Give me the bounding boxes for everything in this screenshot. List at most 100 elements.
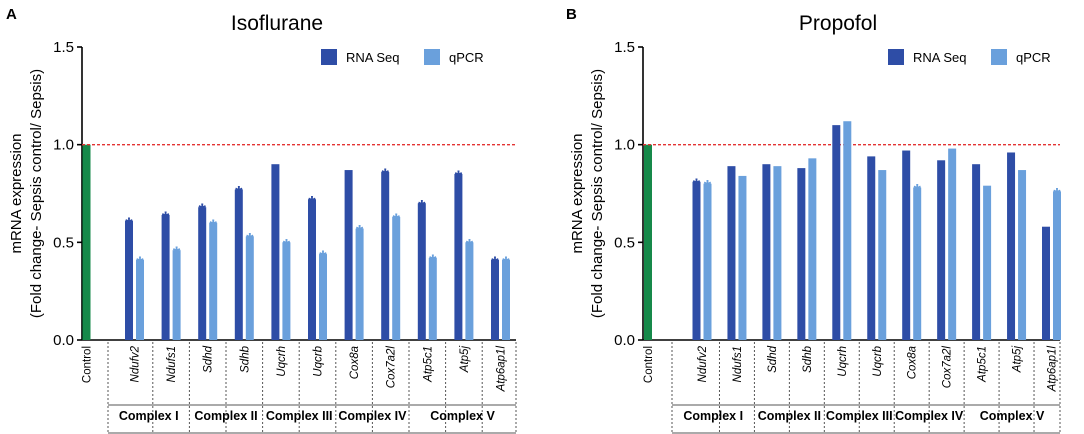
group-label-complex: Complex I [683,409,743,423]
bar-rnaseq-atp6ap1l [1042,226,1050,340]
bar-qpcr-atp6ap1l [502,259,510,340]
bar-rnaseq-cox7a2l [937,160,946,340]
x-tick-label-ndufs1: Ndufs1 [732,346,744,382]
panel-letter: A [6,6,17,23]
significance-marker: * [125,215,133,236]
x-tick-label-sdhb: Sdhb [239,345,251,372]
bar-qpcr-cox7a2l [392,216,401,340]
significance-marker: * [136,254,144,275]
bar-qpcr-uqcrh [282,242,291,340]
significance-marker: * [308,193,316,214]
bar-rnaseq-ndufs1 [161,214,170,340]
bar-rnaseq-ndufv2 [692,181,701,340]
y-tick-label: 0.5 [53,234,74,251]
significance-marker: * [429,252,437,273]
y-tick-label: 0.5 [614,234,635,251]
significance-marker: * [455,168,463,189]
significance-marker: * [466,236,474,257]
significance-marker: * [913,182,921,203]
bar-qpcr-sdhb [808,158,817,340]
significance-marker: * [209,217,217,238]
x-tick-label-cox8a: Cox8a [907,346,919,379]
bar-qpcr-atp5c1 [983,185,992,340]
bar-rnaseq-uqcrb [867,156,876,340]
group-label-complex: Complex IV [338,409,407,423]
bar-qpcr-sdhd [773,166,782,340]
y-axis-label: (Fold change- Sepsis control/ Sepsis) [28,69,45,318]
legend: RNA Seq qPCR [888,49,1051,65]
y-tick-label: 1.0 [53,137,74,154]
bar-qpcr-atp6ap1l [1053,191,1061,340]
significance-marker: * [1053,186,1061,207]
legend-swatch-rnaseq [321,49,337,65]
legend-swatch-qpcr [424,49,440,65]
x-tick-label-atp5c1: Atp5c1 [422,346,434,383]
bar-rnaseq-ndufv2 [125,220,133,340]
significance-marker: * [198,201,206,222]
group-label-complex: Complex I [119,409,179,423]
panel-letter: B [566,6,577,23]
bar-qpcr-atp5c1 [428,257,437,340]
bar-rnaseq-cox7a2l [381,172,390,340]
x-tick-label-atp6ap1l: Atp6ap1l [1047,346,1059,393]
control-bar [644,144,652,340]
group-label-complex: Complex III [266,409,333,423]
bar-qpcr-uqcrb [878,170,887,340]
bar-qpcr-atp5j [465,242,474,340]
significance-marker: * [418,197,426,218]
bar-rnaseq-sdhb [797,168,806,340]
bar-rnaseq-atp5j [1007,152,1016,340]
y-tick-label: 1.5 [614,39,635,56]
significance-marker: * [246,230,254,251]
x-tick-label-atp5j: Atp5j [1012,346,1024,374]
control-bar [82,144,91,340]
bar-rnaseq-ndufs1 [727,166,736,340]
significance-marker: * [283,236,291,257]
bar-rnaseq-cox8a [344,170,353,340]
bar-qpcr-cox8a [355,228,364,340]
legend-label-qpcr: qPCR [1016,50,1051,65]
bar-qpcr-sdhd [209,222,218,340]
significance-marker: * [356,223,364,244]
significance-marker: * [693,176,701,197]
bar-qpcr-ndufs1 [738,175,747,340]
group-label-complex: Complex II [758,409,821,423]
bar-rnaseq-uqcrb [308,199,316,340]
significance-marker: * [491,254,499,275]
chart-title: Isoflurane [231,12,323,35]
x-tick-label-sdhb: Sdhb [802,345,814,372]
bar-qpcr-ndufv2 [703,183,712,340]
bar-rnaseq-atp5j [454,173,463,340]
group-label-complex: Complex V [430,409,495,423]
legend-label-rnaseq: RNA Seq [346,50,399,65]
group-label-complex: Complex IV [895,409,964,423]
y-axis-label: mRNA expression [569,133,586,253]
significance-marker: * [319,248,327,269]
legend-label-qpcr: qPCR [449,50,484,65]
bar-rnaseq-sdhb [234,189,243,340]
significance-marker: * [704,178,712,199]
bar-qpcr-ndufv2 [136,259,144,340]
x-tick-label-atp6ap1l: Atp6ap1l [496,346,508,393]
y-tick-label: 0.0 [53,332,74,349]
bar-qpcr-atp5j [1018,170,1027,340]
legend: RNA Seq qPCR [321,49,484,65]
x-tick-label-cox8a: Cox8a [349,346,361,379]
x-tick-label-sdhd: Sdhd [203,345,215,372]
group-label-complex: Complex III [826,409,893,423]
bar-rnaseq-cox8a [902,150,911,340]
x-tick-label-control: Control [643,346,655,383]
significance-marker: * [235,184,243,205]
chart-panel-b: B Propofol mRNA expression (Fold change- Se… [566,6,1061,434]
significance-marker: * [392,211,400,232]
x-tick-label-ndufv2: Ndufv2 [130,345,142,382]
bar-rnaseq-uqcrh [271,164,280,340]
bar-qpcr-uqcrh [843,121,852,340]
chart-title: Propofol [799,12,877,35]
bar-qpcr-ndufs1 [172,250,181,340]
significance-marker: * [162,209,170,230]
bar-qpcr-cox7a2l [948,148,957,340]
x-tick-label-uqcrb: Uqcrb [313,345,325,376]
chart-panel-a: A Isoflurane mRNA expression (Fold change- … [6,6,517,434]
